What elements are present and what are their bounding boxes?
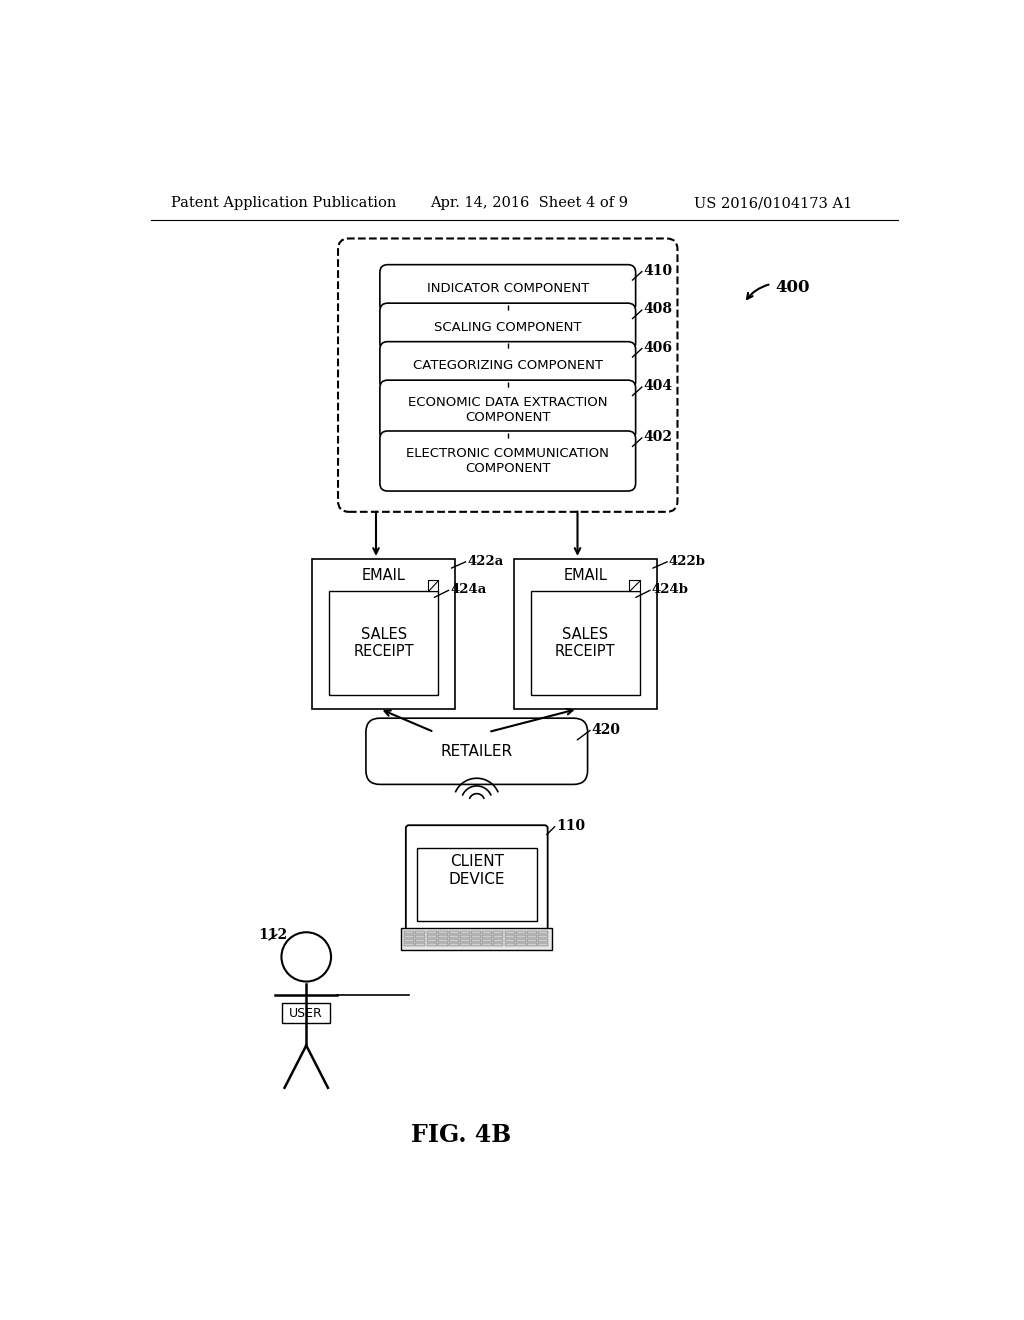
Bar <box>312 558 456 709</box>
Bar <box>460 940 470 942</box>
Bar <box>482 935 493 939</box>
Bar <box>416 931 425 933</box>
Bar <box>538 931 548 933</box>
FancyBboxPatch shape <box>338 239 678 512</box>
FancyBboxPatch shape <box>406 825 548 932</box>
Text: CLIENT
DEVICE: CLIENT DEVICE <box>449 854 505 887</box>
Bar <box>516 944 525 946</box>
Bar <box>471 940 481 942</box>
Text: CATEGORIZING COMPONENT: CATEGORIZING COMPONENT <box>413 359 603 372</box>
Bar <box>538 944 548 946</box>
Bar <box>527 931 537 933</box>
Bar <box>416 935 425 939</box>
Text: 402: 402 <box>643 430 673 444</box>
Bar <box>516 940 525 942</box>
Bar <box>460 944 470 946</box>
Bar <box>417 847 537 921</box>
Bar <box>427 944 436 946</box>
Bar <box>482 940 493 942</box>
Bar <box>416 940 425 942</box>
FancyBboxPatch shape <box>380 430 636 491</box>
Text: 424b: 424b <box>651 583 688 597</box>
Text: 408: 408 <box>643 302 673 317</box>
Bar <box>437 931 447 933</box>
FancyBboxPatch shape <box>380 342 636 389</box>
Bar <box>505 944 515 946</box>
Bar <box>437 944 447 946</box>
Text: 410: 410 <box>643 264 673 277</box>
Bar <box>427 935 436 939</box>
Bar <box>505 940 515 942</box>
Bar <box>437 940 447 942</box>
Bar <box>527 935 537 939</box>
Text: EMAIL: EMAIL <box>361 568 406 583</box>
FancyBboxPatch shape <box>380 264 636 313</box>
Text: SCALING COMPONENT: SCALING COMPONENT <box>434 321 582 334</box>
Text: 110: 110 <box>556 818 586 833</box>
Text: FIG. 4B: FIG. 4B <box>412 1123 511 1147</box>
Bar <box>471 944 481 946</box>
Text: 400: 400 <box>775 280 810 296</box>
Bar <box>404 935 415 939</box>
Polygon shape <box>629 581 640 591</box>
Text: ELECTRONIC COMMUNICATION
COMPONENT: ELECTRONIC COMMUNICATION COMPONENT <box>407 447 609 475</box>
Text: 112: 112 <box>258 928 288 941</box>
Bar <box>505 931 515 933</box>
Bar <box>527 944 537 946</box>
Text: 404: 404 <box>643 379 673 393</box>
Bar <box>449 944 459 946</box>
Bar <box>494 944 504 946</box>
Text: SALES
RECEIPT: SALES RECEIPT <box>555 627 615 659</box>
Text: USER: USER <box>290 1007 324 1019</box>
Bar <box>449 935 459 939</box>
Bar <box>427 940 436 942</box>
Bar <box>471 931 481 933</box>
Text: INDICATOR COMPONENT: INDICATOR COMPONENT <box>427 282 589 296</box>
Bar <box>460 935 470 939</box>
Bar <box>494 935 504 939</box>
Text: 420: 420 <box>592 723 621 737</box>
Bar <box>329 591 438 696</box>
FancyBboxPatch shape <box>366 718 588 784</box>
Text: 406: 406 <box>643 341 673 355</box>
Text: ECONOMIC DATA EXTRACTION
COMPONENT: ECONOMIC DATA EXTRACTION COMPONENT <box>408 396 607 424</box>
Bar <box>530 591 640 696</box>
Polygon shape <box>428 581 438 591</box>
Bar <box>482 931 493 933</box>
FancyBboxPatch shape <box>380 380 636 441</box>
Bar <box>527 940 537 942</box>
Text: EMAIL: EMAIL <box>563 568 607 583</box>
Bar <box>460 931 470 933</box>
Text: RETAILER: RETAILER <box>440 743 513 759</box>
Bar <box>416 944 425 946</box>
Bar <box>283 1003 331 1023</box>
Bar <box>516 931 525 933</box>
Text: Patent Application Publication: Patent Application Publication <box>171 197 396 210</box>
Bar <box>505 935 515 939</box>
Bar <box>494 940 504 942</box>
Bar <box>437 935 447 939</box>
Bar <box>404 940 415 942</box>
FancyBboxPatch shape <box>380 304 636 351</box>
Text: 422a: 422a <box>467 556 504 569</box>
Text: SALES
RECEIPT: SALES RECEIPT <box>353 627 414 659</box>
Text: 422b: 422b <box>669 556 706 569</box>
Text: US 2016/0104173 A1: US 2016/0104173 A1 <box>693 197 852 210</box>
Bar <box>538 940 548 942</box>
Bar <box>516 935 525 939</box>
Text: Apr. 14, 2016  Sheet 4 of 9: Apr. 14, 2016 Sheet 4 of 9 <box>430 197 629 210</box>
Bar <box>427 931 436 933</box>
Bar <box>494 931 504 933</box>
Circle shape <box>282 932 331 982</box>
Bar <box>514 558 657 709</box>
Text: 424a: 424a <box>450 583 486 597</box>
Bar <box>404 931 415 933</box>
Bar <box>401 928 552 950</box>
Bar <box>449 931 459 933</box>
Bar <box>482 944 493 946</box>
Bar <box>404 944 415 946</box>
Bar <box>471 935 481 939</box>
Bar <box>538 935 548 939</box>
Bar <box>449 940 459 942</box>
